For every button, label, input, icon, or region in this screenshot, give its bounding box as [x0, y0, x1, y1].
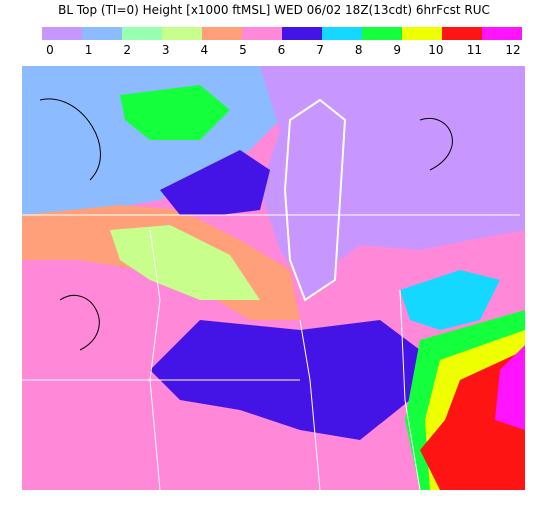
colorbar-swatch — [402, 27, 442, 40]
region-yellow-green — [110, 225, 260, 300]
state-border — [399, 289, 421, 491]
colorbar-label: 7 — [316, 43, 324, 57]
colorbar-swatch — [202, 27, 242, 40]
colorbar-swatch — [282, 27, 322, 40]
contour — [39, 98, 453, 351]
colorbar-swatch — [162, 27, 202, 40]
colorbar-swatch — [42, 27, 82, 40]
colorbar: 0 1 2 3 4 5 6 7 8 9 10 11 12 — [42, 27, 522, 57]
colorbar-swatch — [362, 27, 402, 40]
region-green — [120, 85, 230, 140]
colorbar-label: 3 — [162, 43, 170, 57]
colorbar-label: 10 — [428, 43, 443, 57]
colorbar-swatch — [242, 27, 282, 40]
colorbar-swatch — [122, 27, 162, 40]
colorbar-label: 11 — [467, 43, 482, 57]
state-border — [299, 319, 321, 491]
title: BL Top (TI=0) Height [x1000 ftMSL] WED 0… — [58, 3, 490, 17]
colorbar-label: 8 — [355, 43, 363, 57]
colorbar-label: 12 — [505, 43, 520, 57]
colorbar-swatch — [82, 27, 122, 40]
colorbar-swatch — [322, 27, 362, 40]
colorbar-label: 4 — [201, 43, 209, 57]
state-border — [149, 229, 161, 491]
colorbar-label: 6 — [278, 43, 286, 57]
colorbar-label: 5 — [239, 43, 247, 57]
lake-michigan — [283, 98, 347, 302]
region-blue-north — [160, 150, 270, 215]
map — [22, 66, 525, 491]
colorbar-swatch — [442, 27, 482, 40]
region-magenta — [495, 345, 525, 430]
colorbar-label: 0 — [46, 43, 54, 57]
colorbar-label: 9 — [393, 43, 401, 57]
colorbar-swatch — [482, 27, 522, 40]
region-cyan — [400, 270, 500, 330]
colorbar-label: 1 — [85, 43, 93, 57]
colorbar-label: 2 — [123, 43, 131, 57]
region-light-blue — [22, 66, 300, 220]
